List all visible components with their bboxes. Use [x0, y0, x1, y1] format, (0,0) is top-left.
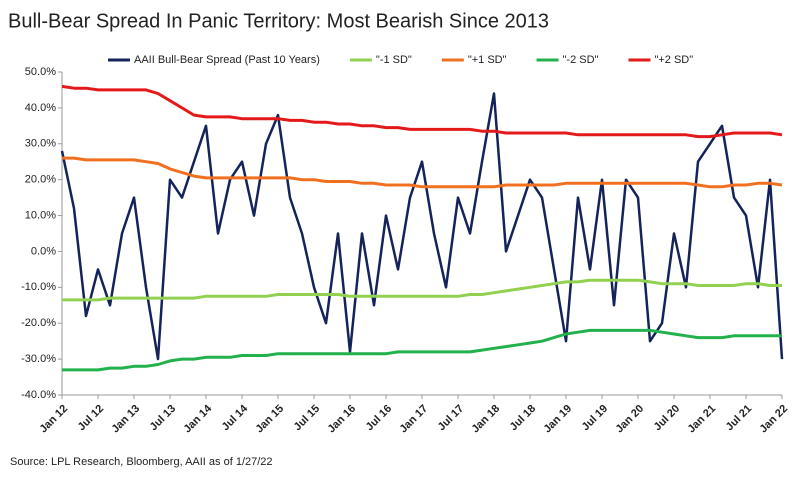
- y-tick-label: -30.0%: [21, 353, 56, 365]
- x-tick-label: Jul 17: [436, 403, 467, 434]
- x-tick-label: Jan 19: [541, 403, 574, 436]
- legend-label: "+2 SD": [654, 54, 693, 66]
- x-tick-label: Jan 14: [181, 402, 214, 435]
- legend-label: "+1 SD": [468, 54, 507, 66]
- chart-title: Bull-Bear Spread In Panic Territory: Mos…: [8, 10, 549, 32]
- legend-label: "-2 SD": [563, 54, 599, 66]
- source-note: Source: LPL Research, Bloomberg, AAII as…: [10, 456, 273, 468]
- series-line: [61, 84, 783, 139]
- x-tick-label: Jul 20: [652, 403, 683, 434]
- y-tick-label: 50.0%: [25, 66, 56, 78]
- x-tick-label: Jul 13: [148, 403, 179, 434]
- x-tick-label: Jul 19: [580, 403, 611, 434]
- x-tick-label: Jan 13: [109, 403, 142, 436]
- legend-label: "-1 SD": [376, 54, 412, 66]
- x-tick-label: Jan 21: [685, 403, 718, 436]
- x-tick-label: Jul 15: [292, 403, 323, 434]
- x-tick-label: Jan 17: [397, 403, 430, 436]
- legend-label: AAII Bull-Bear Spread (Past 10 Years): [134, 54, 320, 66]
- series-line: [60, 92, 784, 361]
- x-tick-label: Jan 18: [469, 403, 502, 436]
- series-line: [62, 328, 782, 372]
- series-line: [62, 278, 782, 302]
- y-tick-label: -20.0%: [21, 317, 56, 329]
- x-tick-label: Jul 21: [724, 403, 755, 434]
- x-tick-label: Jul 12: [76, 403, 107, 434]
- x-tick-label: Jul 18: [508, 403, 539, 434]
- y-tick-label: 30.0%: [25, 138, 56, 150]
- y-tick-label: 20.0%: [25, 174, 56, 186]
- x-tick-label: Jul 16: [364, 403, 395, 434]
- x-tick-label: Jan 20: [613, 403, 646, 436]
- y-tick-label: 10.0%: [25, 209, 56, 221]
- x-tick-label: Jan 16: [325, 403, 358, 436]
- series-line: [62, 156, 783, 189]
- x-tick-label: Jan 12: [37, 403, 70, 436]
- y-tick-label: 40.0%: [25, 102, 56, 114]
- y-tick-label: -40.0%: [21, 389, 56, 401]
- y-tick-label: -10.0%: [21, 281, 56, 293]
- x-tick-label: Jan 15: [253, 403, 286, 436]
- x-tick-label: Jan 22: [757, 403, 790, 436]
- x-tick-label: Jul 14: [220, 402, 251, 433]
- y-tick-label: 0.0%: [31, 245, 56, 257]
